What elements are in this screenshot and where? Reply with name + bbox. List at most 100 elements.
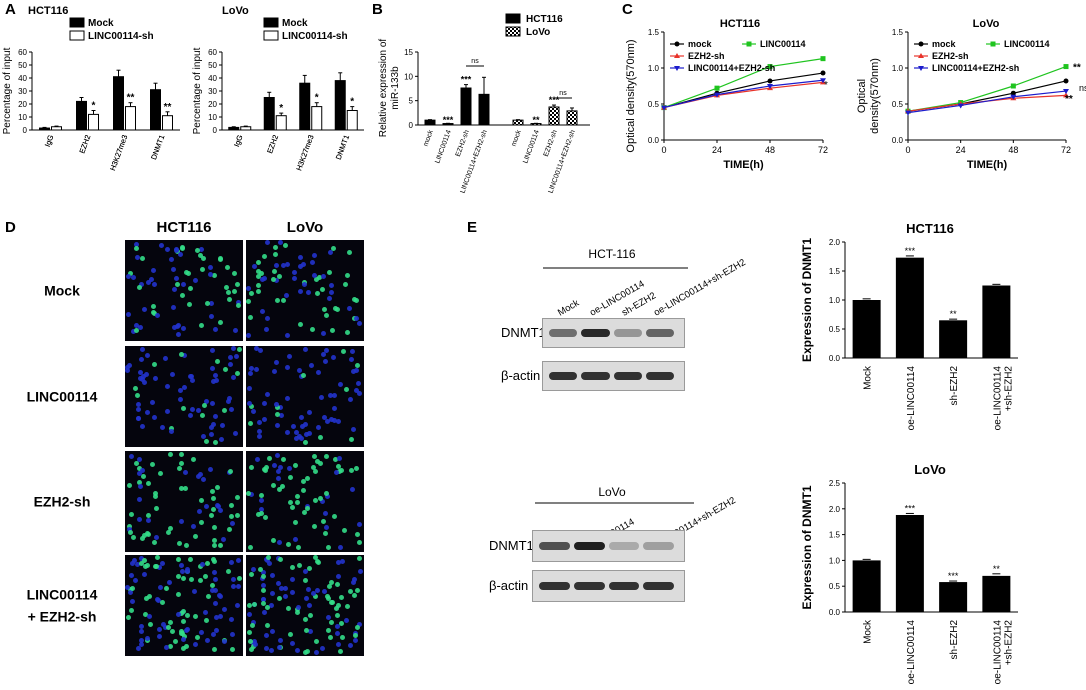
chart-c2-legend-marker (990, 41, 996, 47)
chart-a2-y-tick-label: 10 (208, 113, 217, 122)
chart-c1-y-tick-label: 1.0 (648, 64, 660, 73)
chart-e1-category-label: oe-LINC00114 (906, 366, 917, 431)
blot-strip (542, 361, 685, 391)
chart-c2-legend-marker (918, 66, 924, 71)
blot-title: LoVo (598, 485, 626, 499)
panel-letter-d: D (5, 219, 16, 236)
chart-b-bar (478, 93, 490, 126)
chart-e2-bar (982, 575, 1011, 612)
chart-e1-bar (939, 320, 968, 358)
chart-e1-category-label: Mock (863, 365, 874, 390)
panel-d-row-label: LINC00114 (27, 389, 98, 405)
chart-c2-point (1063, 89, 1069, 95)
chart-a1-legend-label: LINC00114-sh (88, 31, 154, 42)
chart-a2-y-tick-label: 30 (208, 87, 217, 96)
chart-c2-point (1063, 78, 1069, 84)
chart-a1-bar (125, 106, 136, 131)
chart-c2-legend-label: EZH2-sh (932, 51, 969, 61)
chart-e1-title: HCT116 (906, 221, 954, 236)
chart-e2-category-label: oe-LINC00114 (906, 620, 917, 685)
chart-a1-y-tick-label: 40 (18, 74, 27, 83)
blot-row-label: DNMT1 (489, 538, 534, 553)
blot-row-label: DNMT1 (501, 325, 546, 340)
chart-b-bar (424, 119, 436, 126)
panel-d-row-label: + EZH2-sh (28, 609, 97, 625)
chart-e1-y-tick-label: 1.0 (829, 296, 841, 305)
chart-a1-title: HCT116 (28, 5, 68, 17)
chart-b-category-label: LINC00114 (522, 129, 541, 164)
chart-a1-y-tick-label: 30 (18, 87, 27, 96)
chart-c2-legend-label: mock (932, 39, 957, 49)
micrograph-panel (246, 451, 364, 552)
chart-a2-legend-swatch (263, 30, 279, 41)
chart-e2-sig-mark: ** (993, 564, 1001, 574)
chart-b-category-label: mock (511, 129, 523, 148)
chart-b-sig-mark: *** (443, 115, 454, 125)
micrograph-panel (125, 555, 243, 656)
chart-b-bar (548, 106, 560, 126)
chart-c2-legend-label: LINC00114 (1004, 39, 1050, 49)
chart-c2-x-tick-label: 24 (956, 145, 966, 155)
chart-a2-category-label: IgG (232, 133, 245, 148)
chart-e1-bar (895, 257, 924, 358)
chart-a2-legend-label: LINC00114-sh (282, 31, 348, 42)
chart-e1-y-tick-label: 0.0 (829, 354, 841, 363)
chart-b-bar (512, 119, 524, 126)
chart-e2-category-label: sh-EZH2 (949, 620, 960, 660)
chart-c1-point (661, 105, 667, 111)
chart-a2-y-tick-label: 60 (208, 48, 217, 57)
chart-c2-y-label: Optical (856, 79, 868, 113)
micrograph-panel (125, 240, 243, 341)
chart-c1-x-tick-label: 72 (818, 145, 828, 155)
chart-e2-title: LoVo (914, 462, 946, 477)
chart-c2-point (1010, 90, 1016, 96)
chart-c2-legend-label: LINC00114+EZH2-sh (932, 63, 1019, 73)
chart-c2-x-tick-label: 0 (905, 145, 910, 155)
chart-c2-ns-label: ns (1079, 83, 1086, 93)
chart-b-sig-mark: ** (532, 115, 540, 125)
chart-b-category-label: EZH2-sh (543, 129, 559, 157)
chart-a2-category-label: IgG (232, 133, 245, 148)
chart-a2-legend-swatch (263, 17, 279, 28)
chart-c2-series-line (907, 65, 1067, 112)
blot-strip (542, 318, 685, 348)
chart-c2-y-tick-label: 1.5 (892, 28, 904, 37)
chart-c2-point (1063, 92, 1069, 98)
blot-strip (532, 570, 685, 602)
chart-c2-y-tick-label: 0.0 (892, 136, 904, 145)
chart-a1-bar (113, 76, 124, 131)
chart-e1-category-label: sh-EZH2 (949, 366, 960, 406)
chart-a2-bar (334, 80, 346, 131)
chart-e1-y-tick-label: 2.0 (829, 238, 841, 247)
chart-a2-sig-mark: * (315, 93, 319, 104)
chart-b-legend-swatch (505, 26, 521, 37)
panel-letter-c: C (622, 1, 633, 18)
chart-b-sig-mark: *** (461, 75, 472, 85)
chart-c1-point (820, 56, 826, 62)
chart-a1-bar (39, 127, 50, 131)
chart-a1-y-tick-label: 10 (18, 113, 27, 122)
chart-e2-y-tick-label: 1.5 (829, 531, 841, 540)
chart-c1-point (820, 70, 826, 76)
chart-b-legend-label: HCT116 (526, 14, 563, 25)
chart-a2-title: LoVo (222, 5, 249, 17)
chart-c2-legend-marker (918, 41, 924, 47)
chart-c2-x-tick-label: 72 (1061, 145, 1071, 155)
chart-c1-point (714, 92, 720, 98)
chart-c2-point (957, 103, 964, 109)
chart-c1-series-line (663, 58, 824, 109)
chart-a1-y-tick-label: 50 (18, 61, 27, 70)
chart-c1-series-line (663, 79, 824, 109)
chart-c1-y-tick-label: 1.5 (648, 28, 660, 37)
chart-a2-bar (228, 126, 240, 131)
chart-a2-bar (346, 110, 358, 131)
chart-a2-y-label: Percentage of input (192, 47, 203, 134)
chart-c2-sig-mark: ** (1065, 94, 1073, 105)
chart-c2-point (1010, 94, 1017, 100)
panel-d-row-label: EZH2-sh (34, 494, 91, 510)
chart-e1-y-label: Expression of DNMT1 (800, 238, 814, 362)
chart-b-y-tick-label: 10 (404, 72, 413, 81)
chart-c1-x-tick-label: 0 (661, 145, 666, 155)
chart-a2-bar (311, 106, 323, 131)
